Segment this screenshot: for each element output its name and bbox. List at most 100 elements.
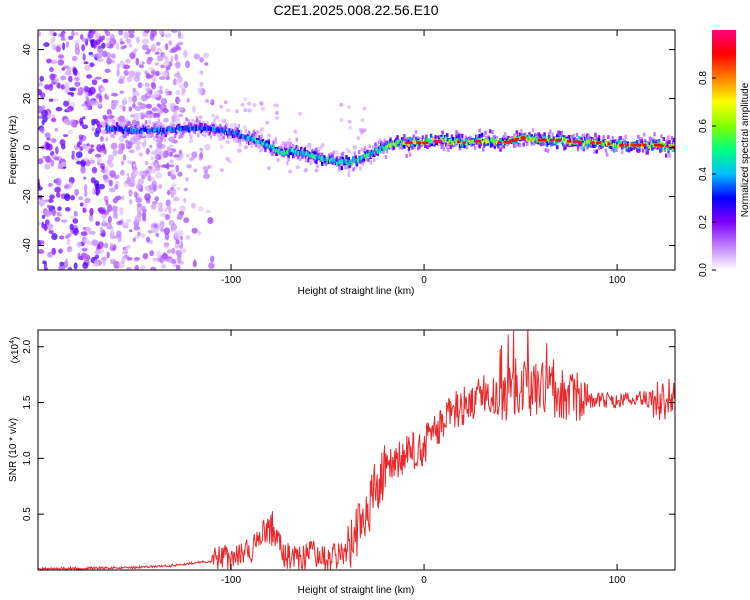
noise-blob <box>183 198 187 203</box>
ridge-cell <box>116 131 119 136</box>
noise-blob <box>141 175 146 180</box>
noise-blob <box>158 184 163 190</box>
noise-blob <box>257 130 262 134</box>
ridge-cell <box>449 145 452 150</box>
ridge-cell <box>556 145 559 150</box>
ridge-cell <box>673 137 675 142</box>
noise-blob <box>207 217 214 224</box>
noise-blob <box>163 150 169 158</box>
ridge-cell <box>442 147 445 151</box>
noise-blob <box>128 149 135 154</box>
noise-blob <box>155 233 160 237</box>
noise-blob <box>38 221 41 226</box>
noise-blob <box>177 229 184 237</box>
spectrogram-marks <box>38 30 675 270</box>
ridge-cell <box>299 157 302 161</box>
noise-blob <box>156 250 162 259</box>
noise-blob <box>67 66 72 73</box>
ridge-cell <box>129 124 133 128</box>
ridge-cell <box>465 145 469 150</box>
ridge-cell <box>239 129 243 134</box>
noise-blob <box>54 128 58 132</box>
ridge-cell <box>243 137 246 142</box>
ridge-cell <box>237 130 240 134</box>
noise-blob <box>89 207 94 216</box>
ridge-cell <box>615 148 618 152</box>
noise-blob <box>185 60 191 69</box>
noise-blob <box>59 139 66 146</box>
snr-marks <box>38 330 675 570</box>
ridge-cell <box>638 136 641 141</box>
noise-blob <box>106 251 110 259</box>
noise-blob <box>83 157 88 162</box>
noise-blob <box>172 208 177 212</box>
noise-blob <box>148 67 155 71</box>
noise-blob <box>154 62 159 66</box>
noise-blob <box>287 137 292 142</box>
noise-blob <box>142 211 146 220</box>
colorbar-tick-label: 0.8 <box>698 71 709 85</box>
noise-blob <box>67 130 74 135</box>
noise-blob <box>64 193 71 202</box>
noise-blob <box>353 165 358 170</box>
ridge-cell <box>148 120 151 125</box>
noise-blob <box>179 205 186 212</box>
noise-blob <box>53 77 60 83</box>
noise-blob <box>139 233 146 238</box>
noise-blob <box>98 209 106 215</box>
noise-blob <box>175 239 180 245</box>
noise-blob <box>186 97 190 103</box>
noise-blob <box>52 98 59 102</box>
noise-blob <box>162 108 169 114</box>
ridge-cell <box>546 148 550 153</box>
ridge-cell <box>161 130 164 135</box>
noise-blob <box>121 256 126 264</box>
ridge-peak <box>555 138 562 142</box>
noise-blob <box>104 166 109 174</box>
noise-blob <box>128 229 133 233</box>
noise-blob <box>356 136 361 141</box>
snr-series-line <box>38 330 675 570</box>
noise-blob <box>50 138 57 143</box>
ridge-cell <box>316 164 319 168</box>
noise-blob <box>178 83 185 89</box>
ridge-cell <box>147 125 150 129</box>
noise-blob <box>210 99 215 104</box>
noise-blob <box>64 82 70 87</box>
noise-blob <box>48 157 52 163</box>
noise-blob <box>167 249 172 254</box>
ridge-cell <box>168 130 171 135</box>
noise-blob <box>134 105 142 112</box>
ridge-cell <box>502 144 506 149</box>
noise-blob <box>191 202 196 209</box>
noise-blob <box>288 169 293 174</box>
ridge-cell <box>170 127 173 132</box>
ridge-cell <box>501 137 505 142</box>
noise-blob <box>119 210 124 216</box>
ridge-cell <box>400 137 404 142</box>
noise-blob <box>199 81 204 87</box>
noise-blob <box>135 57 140 66</box>
noise-blob <box>58 54 65 59</box>
noise-blob <box>104 30 109 35</box>
noise-blob <box>50 41 54 45</box>
ridge-cell <box>222 135 225 140</box>
ridge-cell <box>476 134 479 139</box>
ridge-cell <box>289 151 293 156</box>
noise-blob <box>73 68 78 76</box>
noise-blob <box>314 168 319 173</box>
ridge-cell <box>170 125 173 130</box>
noise-blob <box>111 92 119 97</box>
noise-blob <box>304 168 309 172</box>
ridge-cell <box>432 137 435 142</box>
ridge-cell <box>385 149 389 154</box>
ridge-cell <box>602 135 605 140</box>
ridge-cell <box>290 148 294 152</box>
noise-blob <box>177 171 183 177</box>
ridge-cell <box>217 134 221 139</box>
colorbar-tick-label: 0.4 <box>698 167 709 181</box>
ridge-cell <box>539 141 543 146</box>
ridge-cell <box>206 121 209 126</box>
noise-blob <box>96 58 104 63</box>
ridge-cell <box>402 138 405 143</box>
